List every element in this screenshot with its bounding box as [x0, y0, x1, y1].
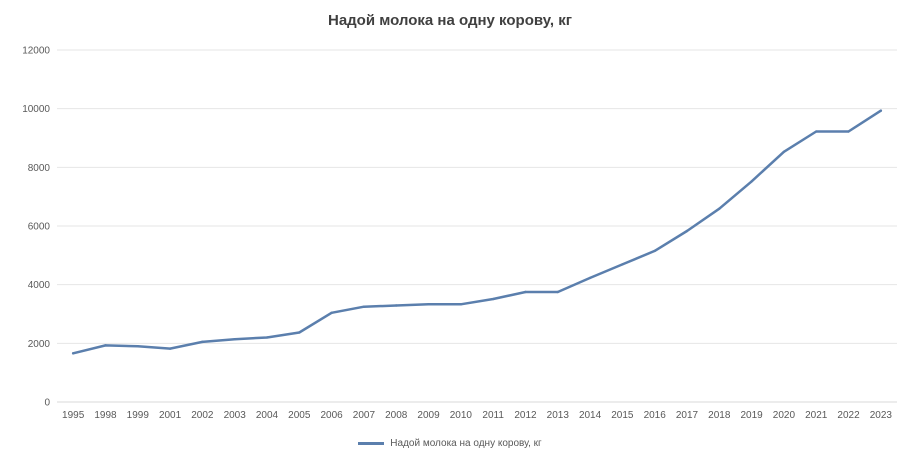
data-point — [588, 276, 592, 280]
y-tick-label: 6000 — [28, 222, 51, 233]
data-point — [298, 331, 301, 334]
x-tick-label: 2007 — [353, 410, 376, 421]
x-axis-tick-labels: 1995 1998 1999 2001 2002 2003 2004 2005 2006 2007… — [62, 410, 892, 421]
data-point — [847, 130, 850, 133]
chart-title: Надой молока на одну корову, кг — [327, 12, 573, 29]
data-point — [685, 229, 689, 233]
data-point — [524, 290, 527, 294]
x-tick-label: 2012 — [514, 410, 537, 421]
y-axis-tick-labels: 0 2000 4000 6000 8000 10000 12000 — [22, 46, 50, 409]
x-tick-label: 2008 — [385, 410, 408, 421]
legend: Надой молока на одну корову, кг — [0, 438, 900, 449]
data-point — [168, 347, 172, 350]
data-point — [556, 290, 559, 294]
data-point — [362, 305, 366, 308]
x-tick-label: 1995 — [62, 410, 85, 421]
data-point — [815, 130, 818, 133]
x-tick-label: 2020 — [773, 410, 796, 421]
data-point — [782, 150, 786, 153]
x-tick-label: 2014 — [579, 410, 602, 421]
data-point — [459, 303, 463, 306]
data-point — [233, 338, 236, 341]
data-point — [395, 304, 398, 307]
x-tick-label: 2018 — [708, 410, 731, 421]
y-tick-label: 12000 — [22, 46, 50, 57]
data-point — [621, 263, 624, 266]
x-tick-label: 2003 — [224, 410, 247, 421]
data-point — [718, 207, 721, 210]
x-tick-label: 2005 — [288, 410, 311, 421]
data-point — [491, 297, 495, 301]
gridlines — [57, 49, 897, 403]
x-tick-label: 2017 — [676, 410, 699, 421]
series-line — [71, 109, 883, 355]
legend-swatch — [358, 442, 385, 445]
data-point — [265, 336, 269, 339]
data-point — [201, 340, 204, 344]
x-tick-label: 2023 — [870, 410, 893, 421]
y-tick-label: 8000 — [28, 163, 51, 174]
series-layer — [71, 109, 883, 355]
x-tick-label: 2019 — [740, 410, 763, 421]
data-point — [750, 180, 753, 183]
x-tick-label: 2016 — [644, 410, 667, 421]
x-tick-label: 2013 — [547, 410, 570, 421]
data-point — [104, 344, 107, 347]
x-tick-label: 2021 — [805, 410, 828, 421]
data-point — [427, 303, 430, 306]
x-tick-label: 2001 — [159, 410, 182, 421]
x-tick-label: 2002 — [191, 410, 214, 421]
x-tick-label: 2009 — [417, 410, 440, 421]
data-point — [71, 352, 75, 355]
x-tick-label: 2006 — [320, 410, 343, 421]
x-tick-label: 2022 — [837, 410, 860, 421]
y-tick-label: 4000 — [28, 280, 51, 291]
data-point — [136, 345, 139, 348]
y-tick-label: 10000 — [22, 104, 50, 115]
x-tick-label: 2004 — [256, 410, 279, 421]
y-tick-label: 0 — [44, 398, 50, 409]
y-tick-label: 2000 — [28, 339, 51, 350]
data-point — [330, 311, 333, 315]
x-tick-label: 2015 — [611, 410, 634, 421]
x-tick-label: 1999 — [127, 410, 150, 421]
data-point — [653, 249, 656, 253]
x-tick-label: 1998 — [94, 410, 117, 421]
legend-label: Надой молока на одну корову, кг — [390, 438, 542, 449]
data-point — [879, 109, 883, 112]
x-tick-label: 2010 — [450, 410, 473, 421]
x-tick-label: 2011 — [482, 410, 504, 421]
